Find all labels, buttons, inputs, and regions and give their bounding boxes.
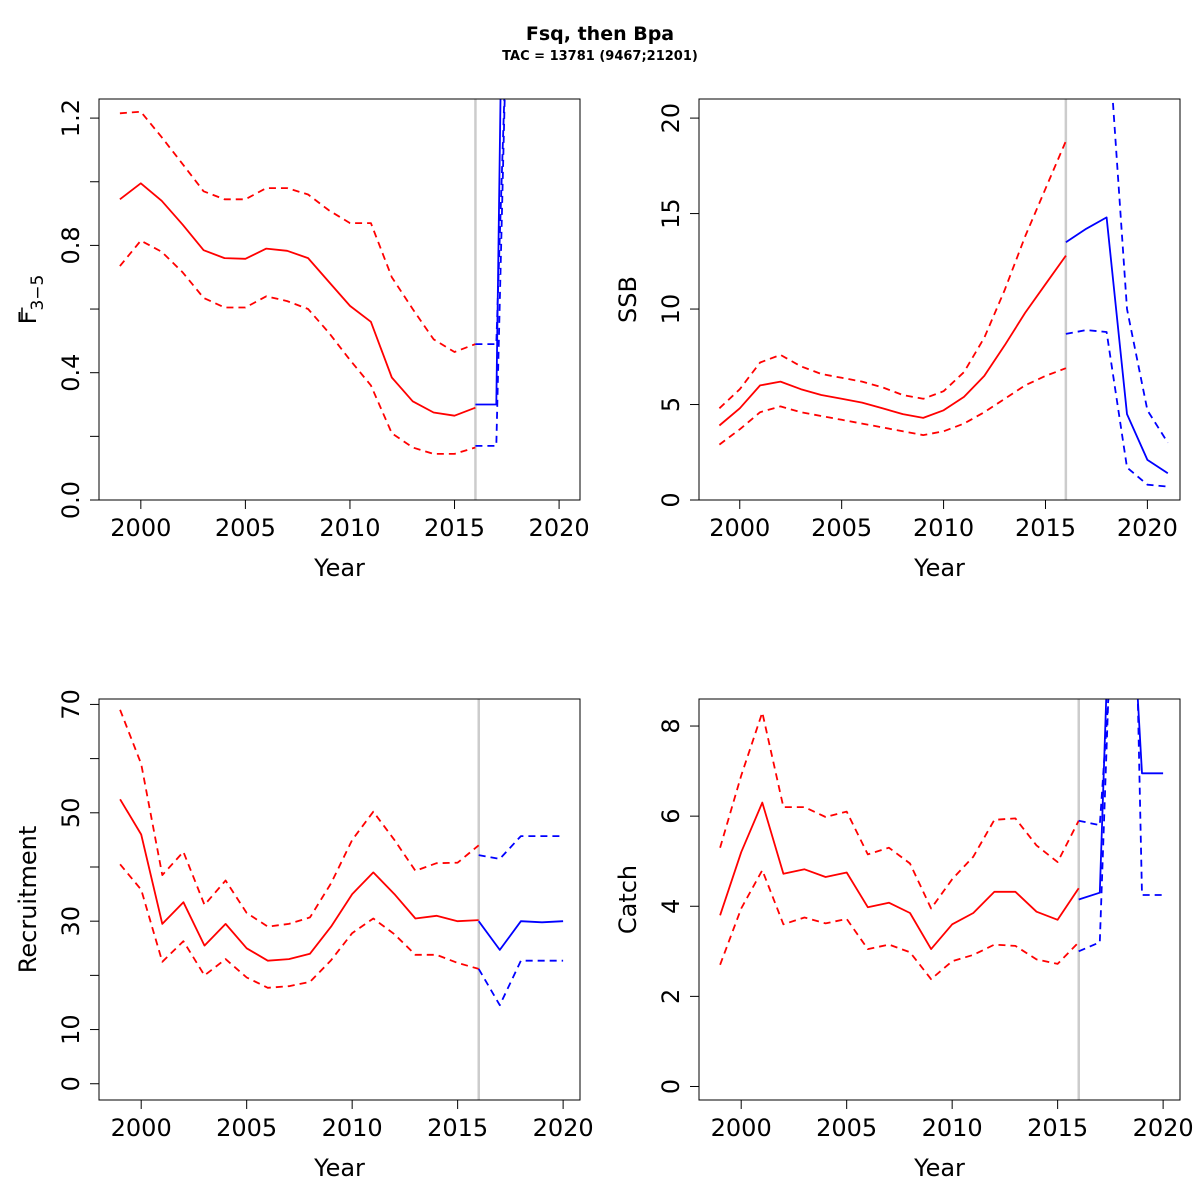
y-tick-label: 30	[57, 906, 85, 937]
x-axis-label: Year	[913, 554, 965, 582]
y-tick-label: 0.8	[57, 226, 85, 264]
panel-2: 2000 2005 2010 2015 2020 Year 0 5 10 15 20 SSB	[614, 98, 1181, 582]
plot-frame	[98, 698, 581, 1101]
y-axis-label: Recruitment	[14, 826, 42, 973]
y-axis: 0 5 10 15 20 SSB	[614, 103, 699, 508]
plot-area	[119, 699, 564, 1100]
historical-estimate-line	[119, 798, 479, 962]
forecast-estimate-line	[1078, 699, 1164, 901]
forecast-upper-bound-line	[475, 99, 506, 346]
panel-1: 2000 2005 2010 2015 2020 Year 0.0 0.4 0.8 1.2 F3−5	[14, 98, 590, 582]
historical-estimate-line	[119, 182, 476, 417]
historical-lower-bound-line	[119, 239, 476, 455]
y-tick-label: 0	[57, 1076, 85, 1091]
y-axis-label-main: F	[14, 311, 42, 325]
historical-upper-bound-line	[718, 140, 1067, 409]
x-axis: 2000 2005 2010 2015 2020 Year	[709, 500, 1178, 582]
y-tick-label: 0	[657, 492, 685, 507]
forecast-estimate-line	[477, 920, 564, 951]
forecast-lower-bound-line	[475, 99, 506, 447]
y-axis-label: F3−5	[14, 275, 48, 325]
x-tick-label: 2010	[319, 514, 380, 542]
forecast-lower-bound-line	[477, 959, 564, 1007]
y-tick-label: 1.2	[57, 99, 85, 137]
x-tick-label: 2000	[110, 514, 171, 542]
historical-lower-bound-line	[119, 863, 479, 989]
x-axis: 2000 2005 2010 2015 2020 Year	[110, 500, 590, 582]
y-tick-label: 0.4	[57, 354, 85, 392]
x-axis: 2000 2005 2010 2015 2020 Year	[711, 1100, 1194, 1182]
forecast-estimate-line	[475, 99, 502, 406]
y-tick-label: 70	[57, 689, 85, 720]
x-axis-label: Year	[313, 1154, 365, 1182]
y-tick-label: 8	[657, 718, 685, 733]
y-tick-label: 0	[657, 1079, 685, 1094]
x-tick-label: 2005	[215, 514, 276, 542]
forecast-upper-bound-line	[1065, 329, 1168, 488]
plot-area	[719, 699, 1164, 1100]
forecast-lower-bound-line	[1078, 699, 1164, 953]
x-tick-label: 2015	[424, 514, 485, 542]
panels: 2000 2005 2010 2015 2020Year0.00.40.81.2F3−5…	[14, 98, 1194, 1182]
x-tick-label: 2020	[1117, 514, 1178, 542]
plot-frame	[698, 698, 1181, 1101]
figure-title: Fsq, then Bpa	[526, 23, 674, 45]
x-axis-label: Year	[313, 554, 365, 582]
x-tick-label: 2020	[533, 1114, 594, 1142]
y-tick-label: 10	[57, 1014, 85, 1045]
historical-upper-bound-line	[119, 709, 480, 928]
x-tick-label: 2015	[427, 1114, 488, 1142]
y-axis: 0 2 4 6 8 Catch	[614, 718, 699, 1094]
x-axis: 2000 2005 2010 2015 2020 Year	[111, 1100, 594, 1182]
panel-4: 2000 2005 2010 2015 2020 Year 0 2 4 6 8 Catch	[614, 698, 1194, 1182]
historical-estimate-line	[718, 255, 1067, 427]
y-axis-label: Catch	[614, 865, 642, 934]
y-axis-label-subscript: 3−5	[28, 275, 48, 311]
forecast-upper-bound-line	[1078, 699, 1110, 827]
y-tick-label: 15	[657, 198, 685, 229]
y-tick-label: 50	[57, 798, 85, 829]
x-tick-label: 2005	[816, 1114, 877, 1142]
y-tick-label: 6	[657, 809, 685, 824]
plot-frame	[98, 98, 581, 501]
x-axis-label: Year	[913, 1154, 965, 1182]
historical-upper-bound-line	[119, 110, 476, 353]
x-tick-label: 2015	[1015, 514, 1076, 542]
panel-3: 2000 2005 2010 2015 2020 Year 0 10 30 50 70 Recruit…	[14, 689, 594, 1182]
x-tick-label: 2020	[1133, 1114, 1194, 1142]
x-tick-label: 2005	[811, 514, 872, 542]
plot-area	[119, 99, 506, 500]
plot-area	[718, 99, 1169, 500]
y-tick-label: 2	[657, 989, 685, 1004]
forecast-lower-bound-line	[1111, 99, 1169, 444]
x-tick-label: 2010	[922, 1114, 983, 1142]
y-tick-label: 0.0	[57, 481, 85, 519]
plot-frame	[698, 98, 1181, 501]
historical-estimate-line	[719, 801, 1080, 950]
x-tick-label: 2015	[1027, 1114, 1088, 1142]
y-axis-label: SSB	[614, 276, 642, 323]
forecast-upper-bound-line	[478, 835, 564, 860]
x-tick-label: 2000	[111, 1114, 172, 1142]
y-tick-label: 5	[657, 397, 685, 412]
figure-subtitle: TAC = 13781 (9467;21201)	[502, 49, 698, 64]
x-tick-label: 2000	[711, 1114, 772, 1142]
x-tick-label: 2000	[709, 514, 770, 542]
y-tick-label: 10	[657, 294, 685, 325]
y-axis: 0.0 0.4 0.8 1.2 F3−5	[14, 99, 99, 519]
y-axis: 0 10 30 50 70 Recruitment	[14, 689, 99, 1091]
historical-lower-bound-line	[718, 367, 1067, 446]
x-tick-label: 2020	[529, 514, 590, 542]
y-tick-label: 20	[657, 103, 685, 134]
x-tick-label: 2005	[216, 1114, 277, 1142]
y-tick-label: 4	[657, 899, 685, 914]
x-tick-label: 2010	[322, 1114, 383, 1142]
x-tick-label: 2010	[913, 514, 974, 542]
forecast-estimate-line	[1065, 216, 1169, 475]
historical-upper-bound-line	[719, 711, 1080, 910]
